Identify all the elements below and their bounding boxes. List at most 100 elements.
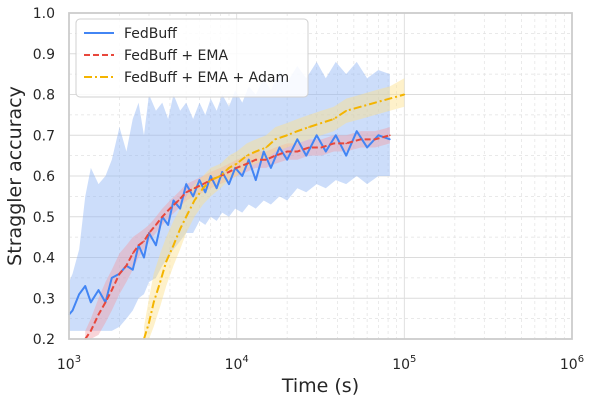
- point-series-1: [334, 134, 337, 137]
- y-tick-label: 1.0: [33, 6, 55, 22]
- point-series-3: [159, 281, 162, 283]
- point-series-2: [274, 154, 277, 157]
- point-series-2: [320, 146, 323, 149]
- point-series-3: [389, 97, 391, 100]
- point-series-2: [308, 146, 310, 149]
- point-series-1: [192, 195, 194, 198]
- point-series-2: [97, 313, 100, 316]
- legend-label-1: FedBuff: [124, 26, 177, 42]
- point-series-3: [185, 215, 187, 218]
- point-series-1: [389, 138, 391, 141]
- x-tick-label: 103: [57, 354, 81, 373]
- point-series-1: [84, 285, 87, 287]
- point-series-3: [360, 105, 362, 108]
- point-series-2: [246, 162, 248, 165]
- line-series-3: [143, 93, 405, 340]
- point-series-3: [219, 175, 222, 177]
- y-tick-label: 0.6: [33, 169, 55, 185]
- point-series-3: [228, 167, 230, 169]
- point-series-1: [228, 183, 230, 185]
- point-series-3: [296, 130, 299, 132]
- point-series-1: [305, 154, 308, 157]
- point-series-2: [360, 138, 362, 141]
- point-series-2: [161, 215, 164, 218]
- point-series-3: [148, 321, 150, 324]
- point-series-3: [274, 138, 277, 141]
- point-series-1: [90, 301, 92, 304]
- point-series-1: [296, 138, 299, 141]
- point-series-1: [221, 171, 224, 173]
- point-series-2: [131, 252, 134, 255]
- point-series-1: [185, 183, 187, 185]
- x-tick-label: 104: [225, 354, 249, 373]
- point-series-1: [97, 289, 100, 291]
- legend: FedBuff FedBuff + EMA FedBuff + EMA + Adam: [75, 18, 309, 98]
- point-series-2: [254, 158, 257, 161]
- y-tick-label: 0.5: [33, 210, 55, 226]
- band-series-3: [143, 78, 405, 339]
- point-series-1: [262, 150, 265, 153]
- point-series-1: [345, 154, 347, 157]
- point-series-1: [143, 256, 145, 259]
- series-lines: [68, 93, 406, 340]
- y-tick-label: 0.2: [33, 332, 55, 348]
- point-series-3: [374, 101, 376, 104]
- point-series-1: [377, 134, 380, 137]
- x-tick-label: 105: [392, 354, 416, 373]
- point-series-1: [198, 179, 201, 181]
- point-series-1: [241, 175, 244, 177]
- point-series-2: [185, 191, 187, 194]
- point-series-1: [204, 191, 207, 194]
- point-series-1: [366, 146, 368, 149]
- point-series-3: [345, 110, 347, 112]
- point-series-3: [209, 179, 212, 181]
- point-series-1: [215, 187, 218, 190]
- point-series-3: [320, 122, 323, 124]
- point-series-3: [193, 199, 196, 202]
- point-series-3: [403, 93, 406, 96]
- point-series-1: [254, 179, 257, 181]
- point-series-2: [177, 199, 180, 202]
- point-series-2: [374, 138, 376, 141]
- point-series-1: [209, 175, 212, 177]
- point-series-1: [172, 199, 175, 202]
- point-series-2: [118, 273, 121, 275]
- y-tick-label: 0.9: [33, 47, 55, 63]
- point-series-2: [148, 232, 150, 234]
- point-series-3: [286, 134, 288, 137]
- point-series-2: [90, 330, 92, 332]
- legend-box: [75, 18, 309, 98]
- point-series-3: [246, 154, 248, 157]
- point-series-2: [296, 150, 299, 153]
- point-series-1: [78, 293, 80, 295]
- plot-frame: [68, 12, 573, 340]
- point-series-3: [235, 162, 238, 165]
- point-series-2: [111, 289, 113, 291]
- legend-label-3: FedBuff + EMA + Adam: [124, 70, 289, 86]
- point-series-1: [270, 167, 272, 169]
- point-series-1: [167, 224, 169, 226]
- point-series-3: [165, 260, 168, 263]
- point-series-1: [247, 158, 250, 161]
- point-series-3: [333, 118, 335, 120]
- point-series-2: [389, 134, 391, 137]
- point-series-3: [308, 126, 310, 128]
- point-series-2: [265, 158, 267, 161]
- point-series-2: [125, 264, 128, 267]
- point-series-2: [286, 150, 288, 153]
- point-series-2: [169, 207, 171, 210]
- point-series-2: [228, 171, 230, 173]
- point-series-1: [155, 244, 157, 247]
- point-series-1: [286, 158, 288, 161]
- legend-label-2: FedBuff + EMA: [124, 48, 228, 64]
- x-axis-title: Time (s): [281, 375, 359, 397]
- point-series-1: [71, 309, 74, 312]
- point-series-3: [202, 187, 204, 190]
- point-series-1: [131, 268, 134, 271]
- point-series-3: [254, 150, 257, 153]
- point-series-3: [172, 244, 175, 247]
- point-series-1: [179, 207, 181, 210]
- point-series-2: [104, 301, 107, 304]
